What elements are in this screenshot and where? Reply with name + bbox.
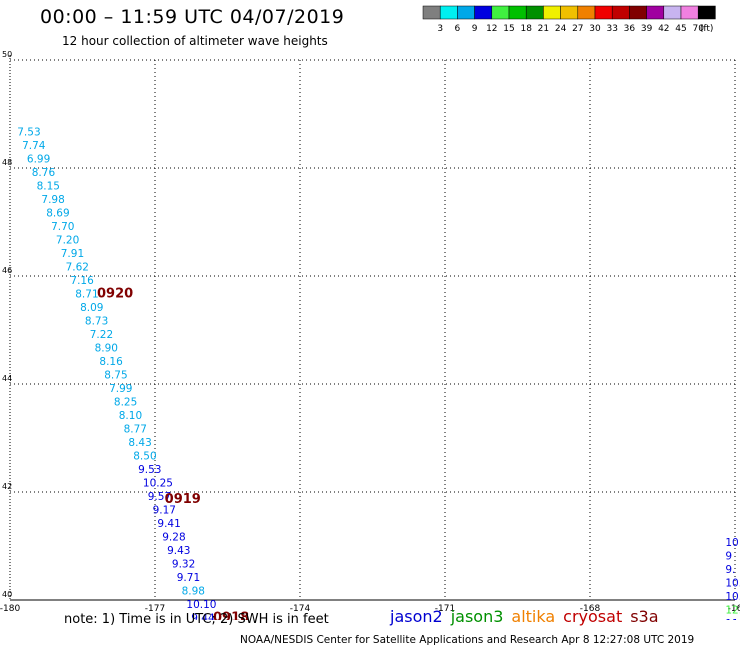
swh-data-point: 9. bbox=[725, 564, 735, 576]
swh-data-point: 7.70 bbox=[51, 221, 74, 233]
swh-data-point: 8.09 bbox=[80, 302, 103, 314]
swh-data-point: 10 bbox=[725, 537, 738, 549]
swh-data-point: 8.90 bbox=[95, 343, 118, 355]
y-tick-label: 42 bbox=[2, 482, 12, 491]
legend-label: 9 bbox=[472, 24, 478, 34]
swh-data-point: 10.3 bbox=[725, 578, 740, 590]
footer-note: note: 1) Time is in UTC; 2) SWH is in fe… bbox=[64, 612, 329, 627]
legend-label: 18 bbox=[520, 24, 532, 34]
legend-label: 39 bbox=[641, 24, 653, 34]
swh-data-point: 8.69 bbox=[46, 208, 69, 220]
page-subtitle: 12 hour collection of altimeter wave hei… bbox=[62, 34, 328, 48]
y-tick-label: 40 bbox=[2, 590, 12, 599]
legend-label: 45 bbox=[675, 24, 686, 34]
y-tick-label: 46 bbox=[2, 266, 12, 275]
swh-data-point: 7.91 bbox=[61, 248, 84, 260]
legend-label: 6 bbox=[455, 24, 461, 34]
x-tick-label: -168 bbox=[580, 604, 601, 614]
x-tick-label: -174 bbox=[290, 604, 311, 614]
time-label: 0918 bbox=[213, 611, 249, 620]
page-title: 00:00 – 11:59 UTC 04/07/2019 bbox=[40, 6, 345, 28]
swh-data-point: 8.73 bbox=[85, 316, 108, 328]
swh-data-point: 10.2 bbox=[725, 591, 740, 603]
swh-data-point: 7.53 bbox=[17, 127, 40, 139]
legend-label: 70 bbox=[692, 24, 704, 34]
swh-data-point: 8.76 bbox=[32, 167, 56, 179]
x-tick-label: -16 bbox=[728, 604, 740, 614]
y-tick-label: 44 bbox=[2, 374, 12, 383]
swh-data-point: 8.98 bbox=[182, 586, 205, 598]
swh-data-point: 6.99 bbox=[27, 154, 50, 166]
satellite-name: jason2 bbox=[390, 607, 443, 626]
x-tick-label: -171 bbox=[435, 604, 455, 614]
legend-label: 30 bbox=[589, 24, 601, 34]
swh-data-point: 7.22 bbox=[90, 329, 113, 341]
swh-data-point: 12.81 bbox=[725, 605, 740, 617]
swh-data-point: 9.32 bbox=[172, 559, 195, 571]
legend-label: 24 bbox=[555, 24, 567, 34]
swh-data-point: 10.25 bbox=[143, 478, 173, 490]
swh-data-point: 8.15 bbox=[37, 181, 60, 193]
swh-data-point: 7.98 bbox=[41, 194, 64, 206]
swh-data-point: 9.43 bbox=[167, 545, 190, 557]
swh-data-point: 7.20 bbox=[56, 235, 79, 247]
swh-data-point: 9.17 bbox=[153, 505, 176, 517]
legend-swatch bbox=[697, 5, 716, 20]
swh-data-point: 9.41 bbox=[157, 518, 180, 530]
legend-label: 15 bbox=[503, 24, 514, 34]
swh-data-point: 9.71 bbox=[177, 572, 200, 584]
swh-data-point: 9 bbox=[725, 551, 732, 563]
swh-data-point: 8.10 bbox=[119, 410, 142, 422]
swh-data-point: 7.16 bbox=[70, 275, 94, 287]
time-label: 0920 bbox=[97, 287, 133, 302]
footer-credit: NOAA/NESDIS Center for Satellite Applica… bbox=[240, 634, 695, 646]
swh-data-point: 8.16 bbox=[99, 356, 123, 368]
swh-data-point: 9.57 bbox=[148, 491, 171, 503]
swh-data-point: 10.10 bbox=[186, 599, 216, 611]
swh-data-point: 9.44 bbox=[191, 613, 215, 620]
legend-label: 27 bbox=[572, 24, 583, 34]
legend-label: 42 bbox=[658, 24, 669, 34]
time-label: 0919 bbox=[165, 492, 201, 507]
satellite-legend: jason2 jason3 altika cryosat s3a bbox=[390, 607, 667, 626]
swh-data-point: 8.50 bbox=[133, 451, 156, 463]
swh-data-point: 8.43 bbox=[128, 437, 151, 449]
satellite-name: cryosat bbox=[563, 607, 623, 626]
satellite-name: s3a bbox=[630, 607, 659, 626]
legend-label: 12 bbox=[486, 24, 497, 34]
legend-label: 33 bbox=[606, 24, 617, 34]
color-legend: 3 6 9 12 15 18 21 24 27 30 33 36 39 42 45 70(ft) bbox=[422, 5, 716, 34]
swh-data-point: 7.99 bbox=[109, 383, 132, 395]
y-tick-label: 50 bbox=[2, 50, 12, 59]
x-tick-label: -177 bbox=[145, 604, 165, 614]
satellite-name: jason3 bbox=[450, 607, 504, 626]
swh-data-point: 8.75 bbox=[104, 370, 127, 382]
swh-data-point: 7.74 bbox=[22, 140, 46, 152]
swh-data-point: 9.53 bbox=[138, 464, 161, 476]
swh-data-point: 9.28 bbox=[162, 532, 185, 544]
legend-label: 36 bbox=[624, 24, 636, 34]
legend-label: 3 bbox=[437, 24, 443, 34]
swh-data-point: 11.35 bbox=[725, 618, 740, 620]
legend-label: 21 bbox=[538, 24, 549, 34]
legend-unit: (ft) bbox=[700, 24, 714, 34]
x-tick-label: -180 bbox=[0, 604, 20, 614]
y-tick-label: 48 bbox=[2, 158, 12, 167]
swh-data-point: 7.62 bbox=[66, 262, 89, 274]
wave-height-chart: -180 -177 -174 -171 -168 -164042444648507.537… bbox=[0, 50, 740, 620]
swh-data-point: 8.71 bbox=[75, 289, 98, 301]
swh-data-point: 8.25 bbox=[114, 397, 137, 409]
swh-data-point: 8.77 bbox=[124, 424, 147, 436]
satellite-name: altika bbox=[511, 607, 556, 626]
